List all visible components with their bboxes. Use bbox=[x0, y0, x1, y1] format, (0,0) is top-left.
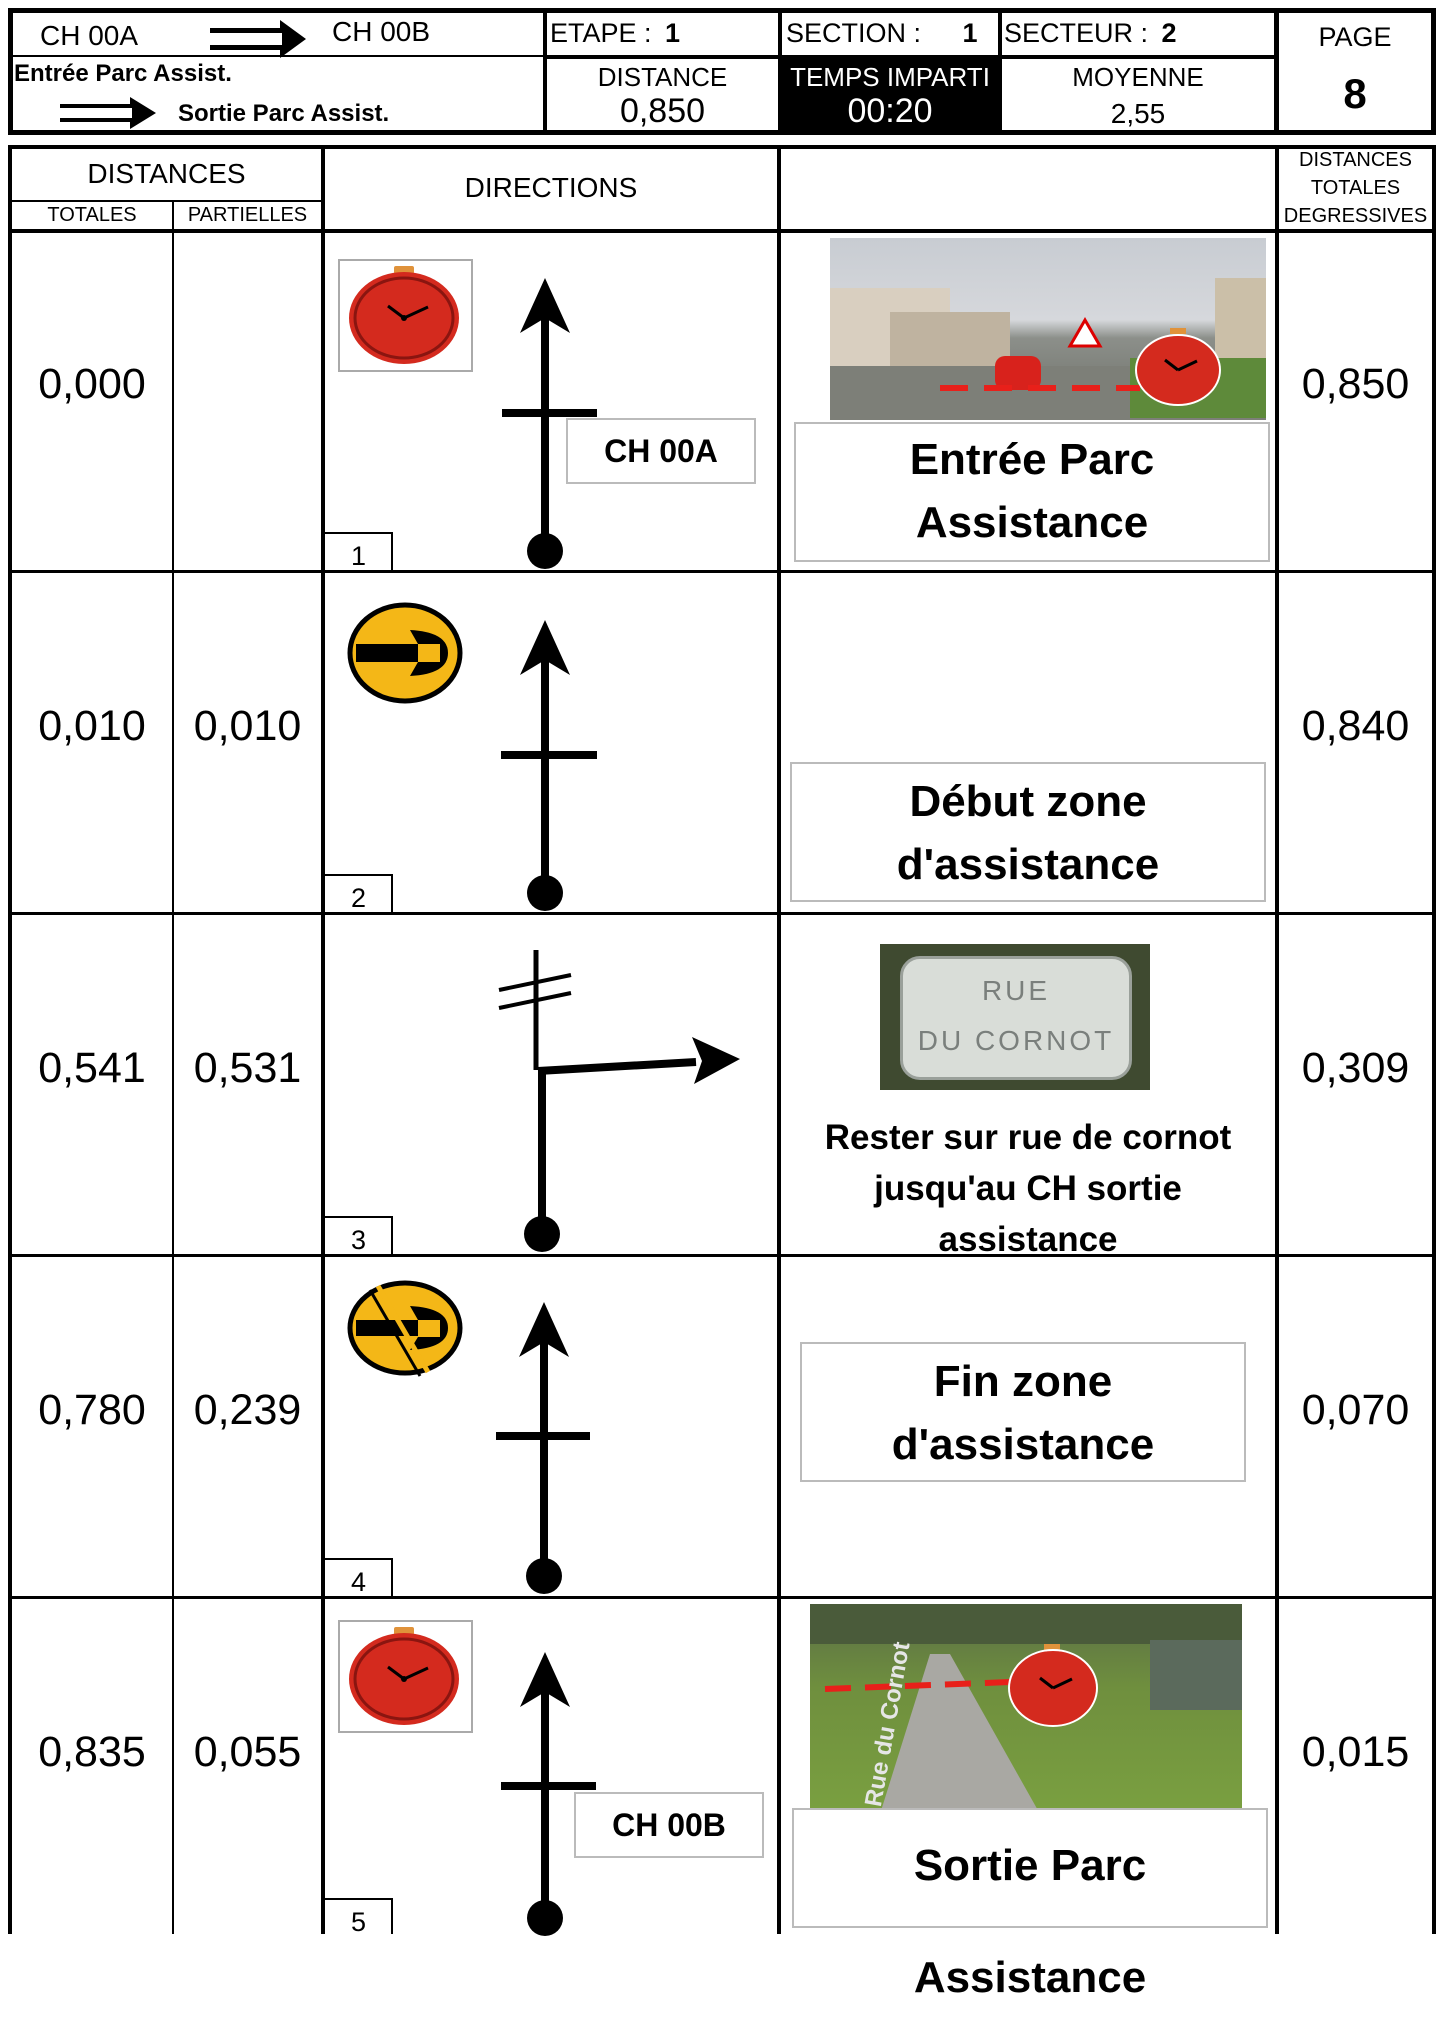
section-label: SECTION : bbox=[786, 18, 922, 48]
street-sign-line: DU CORNOT bbox=[917, 1025, 1115, 1056]
distance-degressive: 0,309 bbox=[1301, 1044, 1410, 1092]
section-field: SECTION : 1 bbox=[786, 18, 978, 49]
col-degressives-1: DISTANCES bbox=[1299, 149, 1412, 171]
sortie-parc-label: Sortie Parc Assist. bbox=[178, 100, 390, 127]
clock-icon bbox=[1008, 1644, 1098, 1727]
street-sign-line: RUE bbox=[981, 975, 1051, 1006]
distance-degressive: 0,850 bbox=[1301, 360, 1410, 408]
distance-totale: 0,541 bbox=[38, 1044, 146, 1092]
distance-totale: 0,835 bbox=[38, 1728, 146, 1776]
direction-straight-arrow bbox=[501, 620, 597, 911]
ch-start-label: CH 00A bbox=[40, 20, 139, 51]
caption-line: d'assistance bbox=[891, 1420, 1155, 1469]
caption-line: Sortie Parc Assistance bbox=[913, 1841, 1147, 2002]
col-degressives-2: TOTALES bbox=[1310, 177, 1401, 199]
photo-sortie-parc: Rue du Cornot bbox=[810, 1604, 1242, 1814]
photo-entree-parc bbox=[830, 238, 1266, 420]
distance-value: 0,850 bbox=[619, 92, 706, 130]
distance-degressive: 0,015 bbox=[1301, 1728, 1410, 1776]
caption-box: Fin zone d'assistance bbox=[800, 1342, 1246, 1482]
distance-degressive: 0,840 bbox=[1301, 702, 1410, 750]
caption-box: Entrée Parc Assistance bbox=[794, 422, 1270, 562]
distance-label: DISTANCE bbox=[597, 62, 728, 92]
distance-totale: 0,780 bbox=[38, 1386, 146, 1434]
ch-label-box: CH 00A bbox=[566, 418, 756, 484]
caption-line: Début zone bbox=[909, 777, 1147, 826]
clock-icon bbox=[1135, 328, 1221, 406]
row-number: 3 bbox=[325, 1216, 393, 1256]
secteur-field: SECTEUR : 2 bbox=[1004, 18, 1177, 49]
clock-icon bbox=[349, 1627, 459, 1725]
distance-totale: 0,000 bbox=[38, 360, 146, 408]
col-distances: DISTANCES bbox=[87, 158, 246, 189]
wrench-crossed-icon bbox=[347, 1280, 463, 1377]
etape-value: 1 bbox=[665, 18, 681, 48]
caption-box: Sortie Parc Assistance bbox=[792, 1808, 1268, 2002]
col-totales: TOTALES bbox=[47, 204, 137, 226]
section-value: 1 bbox=[962, 18, 978, 48]
distance-partielle: 0,239 bbox=[193, 1386, 302, 1434]
caption-line: Assistance bbox=[915, 498, 1149, 547]
direction-straight-arrow bbox=[496, 1302, 590, 1594]
temps-value: 00:20 bbox=[847, 92, 933, 130]
distance-partielle: 0,531 bbox=[193, 1044, 302, 1092]
ch-end-label: CH 00B bbox=[332, 16, 431, 47]
wrench-icon bbox=[347, 602, 463, 704]
row-number: 4 bbox=[325, 1558, 393, 1598]
col-directions: DIRECTIONS bbox=[464, 172, 638, 203]
distance-totale: 0,010 bbox=[38, 702, 146, 750]
distance-partielle: 0,010 bbox=[193, 702, 302, 750]
warning-sign-icon bbox=[1067, 316, 1103, 348]
etape-field: ETAPE : 1 bbox=[550, 18, 680, 49]
page-label: PAGE bbox=[1318, 22, 1392, 52]
arrow-double-icon bbox=[210, 20, 306, 58]
distance-partielle: 0,055 bbox=[193, 1728, 302, 1776]
clock-icon-frame bbox=[338, 259, 473, 372]
moyenne-label: MOYENNE bbox=[1072, 62, 1204, 92]
caption-line: Entrée Parc bbox=[909, 435, 1155, 484]
clock-icon-frame bbox=[338, 1620, 473, 1733]
ch-label-box: CH 00B bbox=[574, 1792, 764, 1858]
direction-straight-arrow bbox=[501, 1652, 596, 1936]
distance-degressive: 0,070 bbox=[1301, 1386, 1410, 1434]
temps-label: TEMPS IMPARTI bbox=[790, 62, 990, 92]
caption-line: Rester sur rue de cornot bbox=[824, 1118, 1232, 1157]
road-shape bbox=[824, 1654, 1040, 1814]
caption-line: d'assistance bbox=[896, 840, 1160, 889]
row-number: 5 bbox=[325, 1898, 393, 1937]
row-number: 2 bbox=[325, 874, 393, 914]
moyenne-value: 2,55 bbox=[1110, 98, 1166, 129]
direction-right-turn-arrow bbox=[498, 950, 740, 1252]
caption-text: Rester sur rue de cornot jusqu'au CH sor… bbox=[781, 1112, 1275, 1265]
caption-line: jusqu'au CH sortie bbox=[874, 1169, 1182, 1208]
direction-straight-arrow bbox=[502, 278, 597, 569]
col-degressives-3: DEGRESSIVES bbox=[1283, 205, 1428, 227]
arrow-double-icon bbox=[60, 97, 156, 129]
entree-parc-label: Entrée Parc Assist. bbox=[14, 60, 232, 87]
secteur-value: 2 bbox=[1161, 18, 1177, 48]
caption-box: Début zone d'assistance bbox=[790, 762, 1266, 902]
row-number: 1 bbox=[325, 532, 393, 572]
secteur-label: SECTEUR : bbox=[1004, 18, 1149, 48]
street-sign-photo: RUE DU CORNOT bbox=[880, 944, 1150, 1090]
page-number: 8 bbox=[1343, 70, 1367, 117]
caption-line: Fin zone bbox=[933, 1357, 1113, 1406]
clock-icon bbox=[349, 266, 459, 364]
etape-label: ETAPE : bbox=[550, 18, 652, 48]
caption-line: assistance bbox=[938, 1220, 1118, 1259]
dash-line-icon bbox=[940, 385, 1140, 391]
col-partielles: PARTIELLES bbox=[187, 204, 308, 226]
